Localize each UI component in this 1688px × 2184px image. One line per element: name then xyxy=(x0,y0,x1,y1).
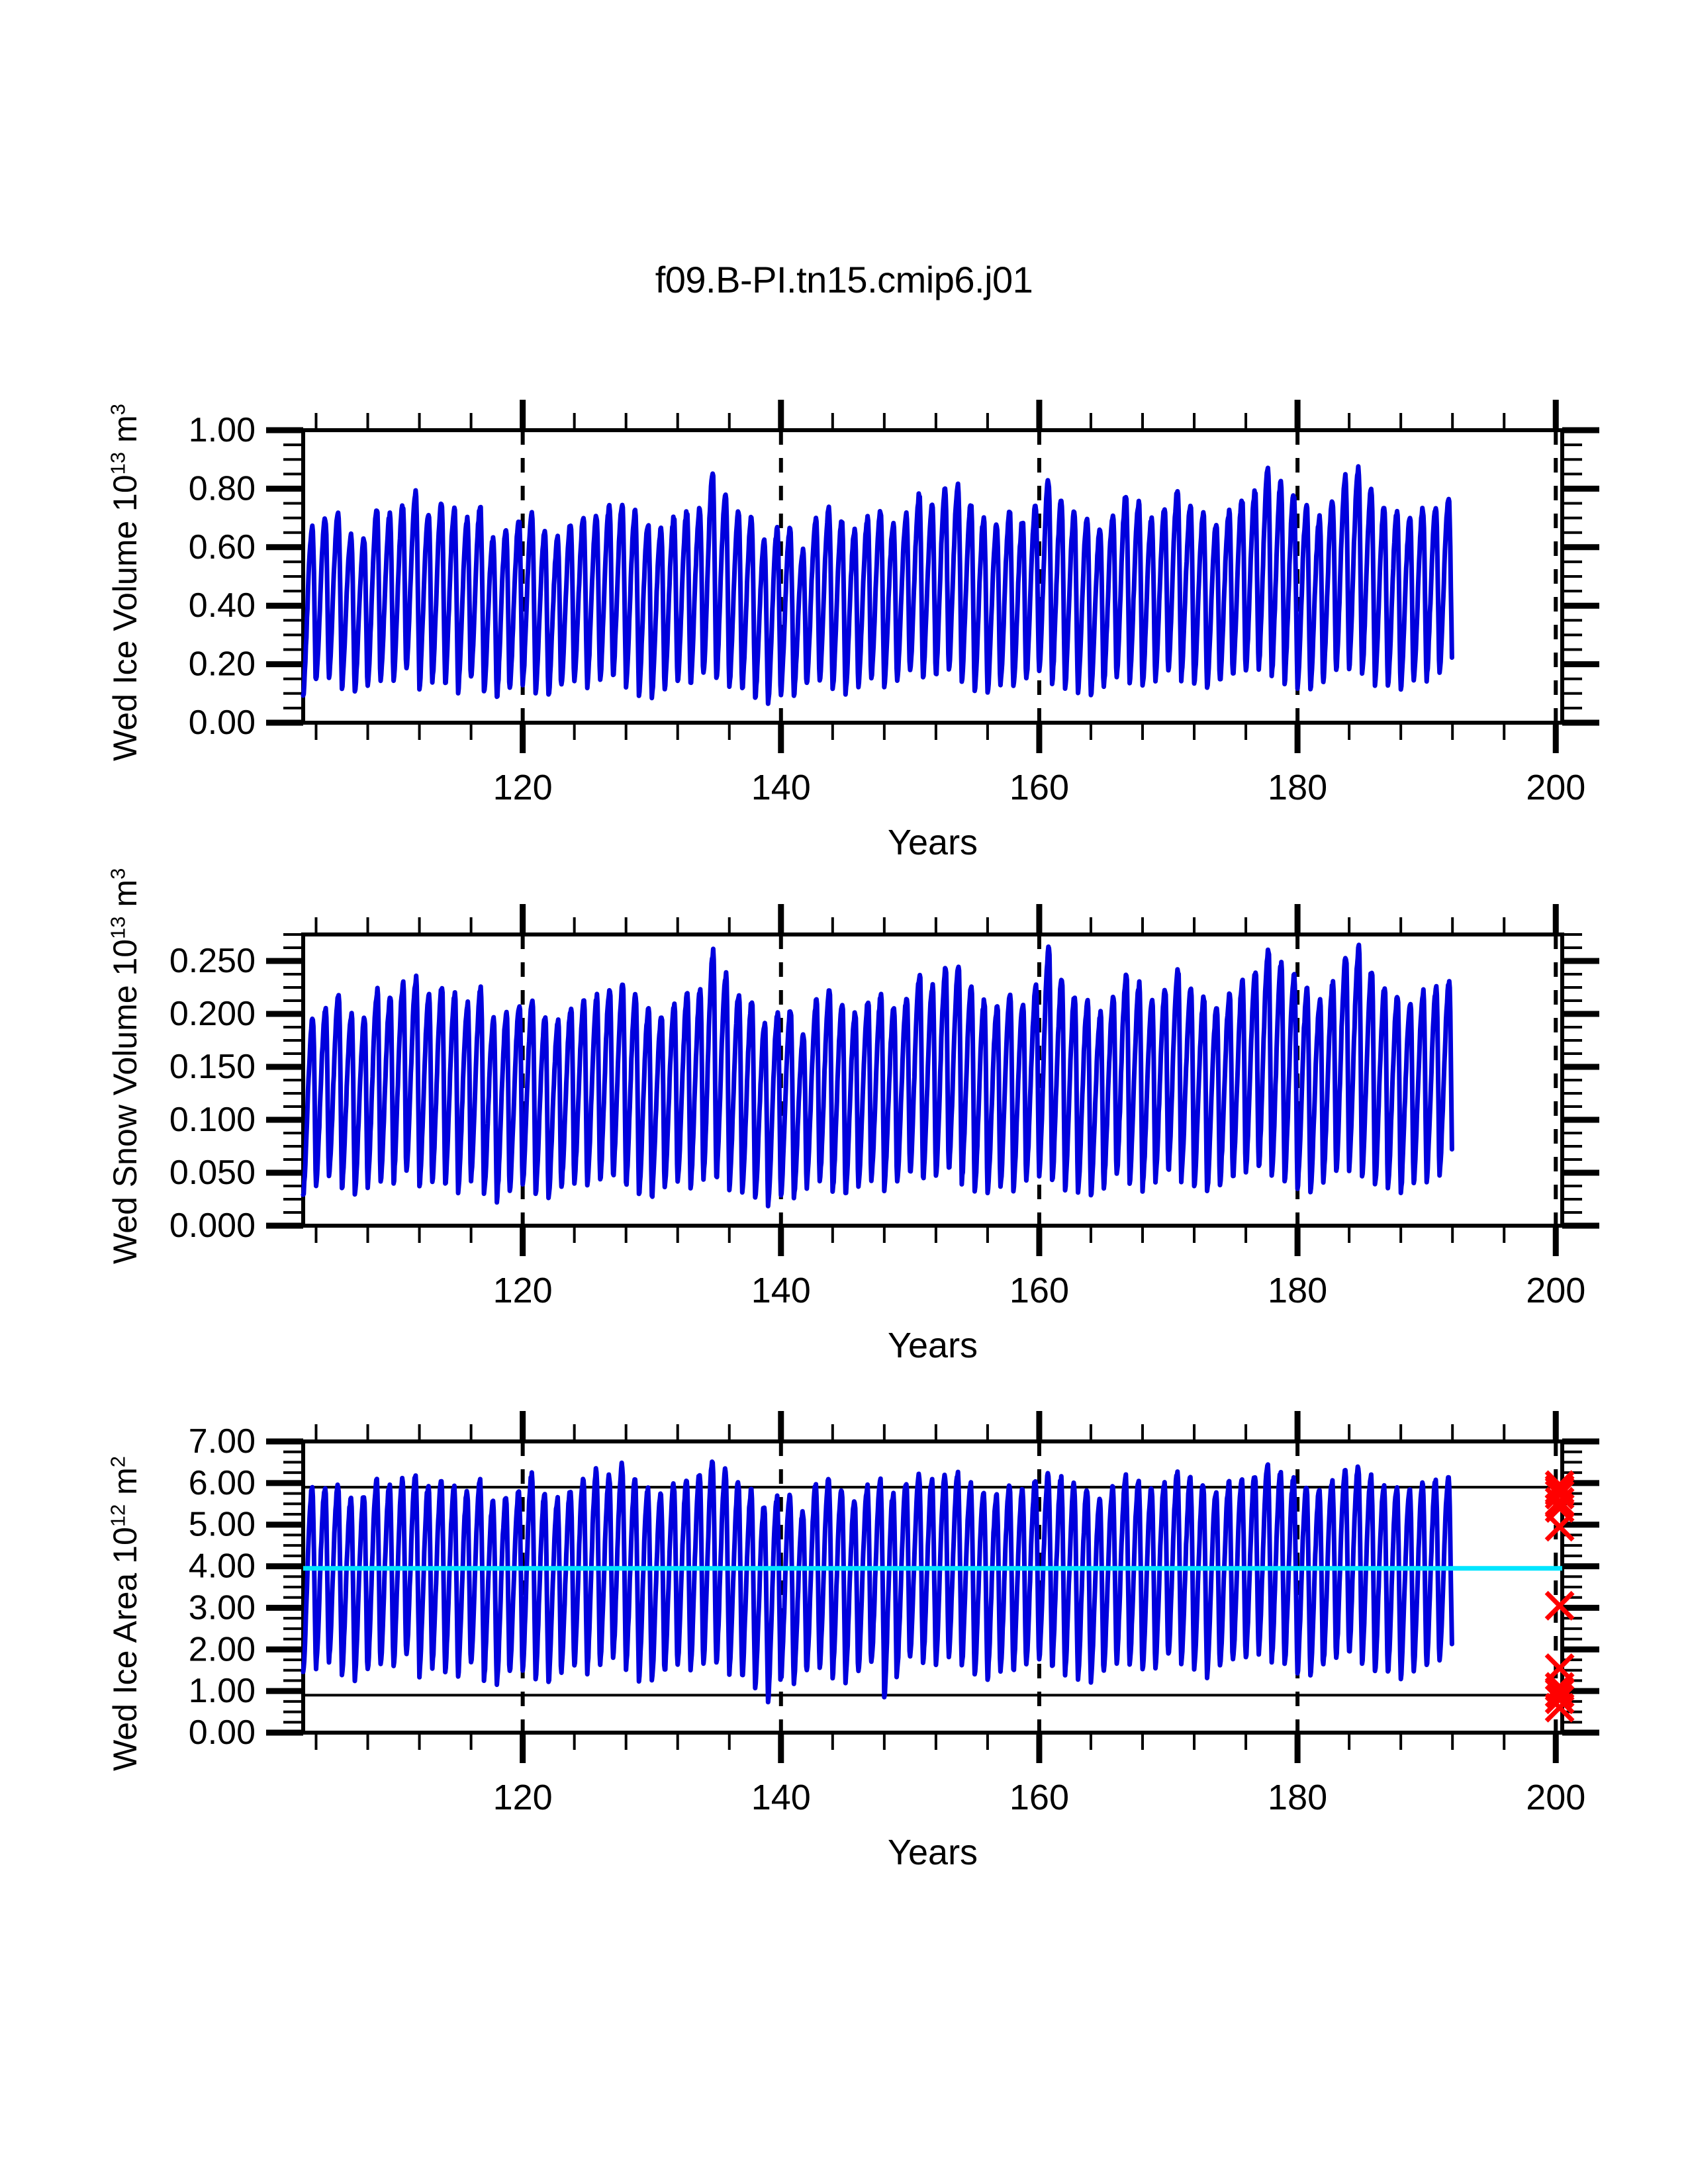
x-tick-label: 160 xyxy=(1009,1271,1069,1310)
observation-marker xyxy=(1544,1486,1575,1517)
data-series-line xyxy=(301,942,1454,1208)
x-axis-label: Years xyxy=(887,1326,978,1365)
y-tick-label: 0.60 xyxy=(189,528,256,567)
observation-marker xyxy=(1544,1479,1575,1510)
y-tick-label: 0.80 xyxy=(189,469,256,508)
y-tick-label: 3.00 xyxy=(189,1588,256,1627)
x-tick-label: 180 xyxy=(1268,1271,1327,1310)
x-tick-label: 120 xyxy=(493,768,553,807)
x-axis-label: Years xyxy=(887,1833,978,1872)
panel-ice-area: 0.00 1.00 2.00 3.00 4.00 5.00 6.00 7.00 120 140 16… xyxy=(105,1402,1602,1905)
y-tick-label: 0.00 xyxy=(189,704,256,742)
y-tick-label: 1.00 xyxy=(189,411,256,449)
y-tick-label: 0.20 xyxy=(189,645,256,684)
x-tick-label: 140 xyxy=(751,1271,811,1310)
x-axis-label: Years xyxy=(887,823,978,862)
x-tick-label: 180 xyxy=(1268,1778,1327,1817)
plot-wed-ice-volume: 0.00 0.20 0.40 0.60 0.80 1.00 120 140 160 180 200 xyxy=(189,400,1599,807)
observation-marker xyxy=(1544,1692,1575,1723)
x-tick-label: 200 xyxy=(1526,768,1585,807)
y-tick-label: 0.200 xyxy=(169,995,256,1033)
y-tick-label: 0.00 xyxy=(189,1713,256,1752)
observation-marker xyxy=(1544,1684,1575,1715)
x-tick-label: 140 xyxy=(751,768,811,807)
data-series-line xyxy=(301,1459,1454,1705)
y-axis-label: Wed Ice Area 1012 m2 xyxy=(106,1455,144,1771)
x-tick-label: 140 xyxy=(751,1778,811,1817)
y-tick-label: 0.40 xyxy=(189,586,256,625)
y-tick-label: 0.150 xyxy=(169,1048,256,1086)
y-tick-label: 7.00 xyxy=(189,1422,256,1461)
y-tick-label: 0.100 xyxy=(169,1101,256,1139)
panel-ice-volume: 0.00 0.20 0.40 0.60 0.80 1.00 120 140 160 180 200 Y… xyxy=(105,390,1602,895)
page-title: f09.B-PI.tn15.cmip6.j01 xyxy=(655,259,1033,300)
panel-snow-volume: 0.000 0.050 0.100 0.150 0.200 0.250 120 140 160 1… xyxy=(105,868,1602,1398)
observation-marker xyxy=(1544,1590,1575,1621)
x-tick-label: 120 xyxy=(493,1778,553,1817)
y-tick-label: 2.00 xyxy=(189,1630,256,1668)
y-tick-label: 0.000 xyxy=(169,1206,256,1245)
x-tick-label: 160 xyxy=(1009,768,1069,807)
y-tick-label: 6.00 xyxy=(189,1464,256,1502)
x-tick-label: 200 xyxy=(1526,1778,1585,1817)
y-axis-label: Wed Snow Volume 1013 m3 xyxy=(106,868,144,1264)
plot-wed-snow-volume: 0.000 0.050 0.100 0.150 0.200 0.250 120 140 160 1… xyxy=(169,904,1599,1310)
x-tick-label: 200 xyxy=(1526,1271,1585,1310)
x-tick-label: 180 xyxy=(1268,768,1327,807)
y-tick-label: 0.050 xyxy=(169,1154,256,1192)
x-tick-label: 120 xyxy=(493,1271,553,1310)
x-tick-label: 160 xyxy=(1009,1778,1069,1817)
observation-marker xyxy=(1544,1512,1575,1542)
data-series-line xyxy=(301,464,1454,706)
y-tick-label: 5.00 xyxy=(189,1506,256,1544)
plot-wed-ice-area: 0.001.00 2.003.004.005.00 6.007.00 120 140 16… xyxy=(189,1411,1599,1817)
y-tick-label: 1.00 xyxy=(189,1672,256,1710)
y-tick-label: 4.00 xyxy=(189,1547,256,1586)
y-axis-label: Wed Ice Volume 1013 m3 xyxy=(106,404,144,761)
y-tick-label: 0.250 xyxy=(169,942,256,980)
